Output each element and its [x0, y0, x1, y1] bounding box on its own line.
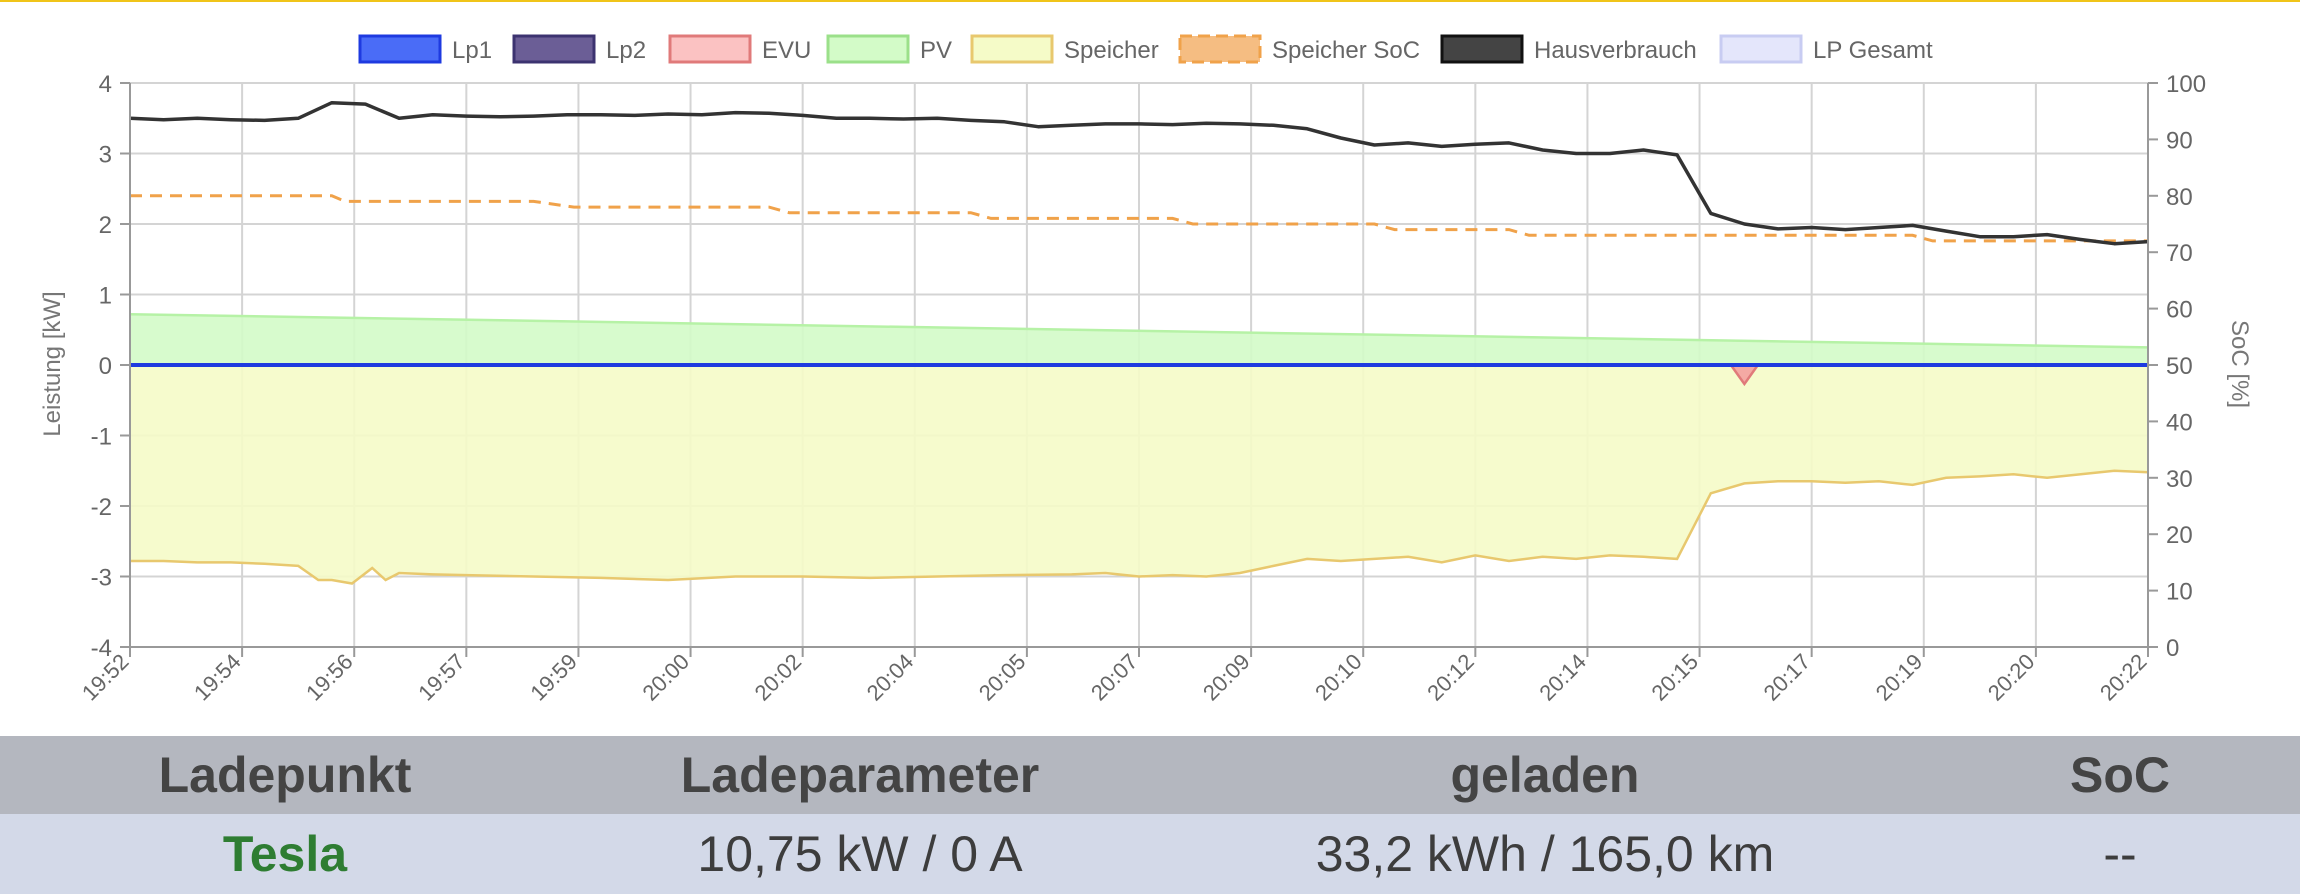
y-tick-label-right: 70: [2166, 240, 2193, 267]
speicher-area: [130, 365, 2148, 584]
y-tick-label-right: 90: [2166, 127, 2193, 154]
y-axis-label-left: Leistung [kW]: [39, 291, 66, 436]
legend-swatch: [970, 34, 1054, 64]
chart-axes: 19:52 19:54 19:56 19:57 19:59 20:00 20:02 20:04…: [77, 71, 2206, 705]
y-tick-label-right: 40: [2166, 409, 2193, 436]
charge-table: Ladepunkt Ladeparameter geladen SoC Tesl…: [0, 736, 2300, 894]
y-tick-label-right: 0: [2166, 635, 2179, 662]
y-tick-label-right: 10: [2166, 579, 2193, 606]
chart-areas: [129, 312, 2149, 585]
y-tick-label-left: -1: [91, 424, 112, 451]
x-tick-label: 20:07: [1086, 649, 1143, 706]
power-chart: Lp1 Lp2 EVU PV Speicher Speicher SoC Hausverbr…: [39, 34, 2253, 705]
x-tick-label: 20:04: [862, 649, 919, 706]
top-accent-line: [0, 0, 2300, 2]
x-tick-label: 20:19: [1871, 649, 1928, 706]
x-tick-label: 19:57: [413, 649, 470, 706]
vehicle-soc: --: [2103, 826, 2137, 882]
y-tick-label-left: 3: [99, 142, 112, 169]
legend-swatch: [1719, 34, 1803, 64]
y-tick-label-left: -2: [91, 494, 112, 521]
table-header-row: Ladepunkt Ladeparameter geladen SoC: [0, 736, 2300, 814]
x-tick-label: 20:17: [1759, 649, 1816, 706]
legend-label: Speicher: [1064, 37, 1159, 64]
legend-swatch: [358, 34, 442, 64]
legend-label: Speicher SoC: [1272, 37, 1420, 64]
y-tick-label-right: 80: [2166, 184, 2193, 211]
x-tick-label: 19:56: [301, 649, 358, 706]
header-geladen: geladen: [1450, 747, 1640, 803]
y-tick-label-left: 2: [99, 212, 112, 239]
evu-area: [130, 365, 2148, 384]
x-tick-label: 20:00: [637, 649, 694, 706]
x-tick-label: 20:10: [1310, 649, 1367, 706]
charge-parameters: 10,75 kW / 0 A: [697, 826, 1023, 882]
charged-energy: 33,2 kWh / 165,0 km: [1315, 826, 1775, 882]
legend-label: Hausverbrauch: [1534, 37, 1697, 64]
y-tick-label-right: 100: [2166, 71, 2206, 98]
pv-area: [130, 314, 2148, 365]
legend-label: PV: [920, 37, 952, 64]
chargepoint-name[interactable]: Tesla: [222, 826, 348, 882]
y-tick-label-left: -3: [91, 565, 112, 592]
x-tick-label: 19:59: [525, 649, 582, 706]
y-tick-label-left: 4: [99, 71, 112, 98]
y-tick-label-left: 1: [99, 283, 112, 310]
legend-swatch: [668, 34, 752, 64]
legend-swatch: [512, 34, 596, 64]
pv-edge: [129, 312, 2149, 349]
header-soc: SoC: [2070, 747, 2170, 803]
hausverbrauch-line: [129, 100, 2149, 246]
legend-label: Lp2: [606, 37, 646, 64]
legend-swatch: [826, 34, 910, 64]
x-tick-label: 20:20: [1983, 649, 2040, 706]
table-row[interactable]: Tesla 10,75 kW / 0 A 33,2 kWh / 165,0 km…: [0, 814, 2300, 894]
x-tick-label: 20:12: [1422, 649, 1479, 706]
x-tick-label: 19:54: [189, 649, 246, 706]
legend-swatch: [1440, 34, 1524, 64]
legend-label: Lp1: [452, 37, 492, 64]
y-tick-label-right: 60: [2166, 297, 2193, 324]
x-tick-label: 20:02: [750, 649, 807, 706]
chart-lines: [129, 100, 2149, 367]
y-tick-label-left: 0: [99, 353, 112, 380]
y-axis-label-right: SoC [%]: [2226, 320, 2253, 408]
y-tick-label-left: -4: [91, 635, 112, 662]
speicher-soc-line: [130, 194, 2148, 243]
legend-label: LP Gesamt: [1813, 37, 1933, 64]
x-tick-label: 20:05: [974, 649, 1031, 706]
legend-swatch: [1178, 34, 1262, 64]
legend-label: EVU: [762, 37, 811, 64]
x-tick-label: 20:14: [1534, 649, 1591, 706]
x-tick-label: 20:22: [2095, 649, 2152, 706]
header-ladeparameter: Ladeparameter: [680, 747, 1040, 803]
y-tick-label-right: 30: [2166, 466, 2193, 493]
x-tick-label: 20:15: [1646, 649, 1703, 706]
y-tick-label-right: 20: [2166, 522, 2193, 549]
y-tick-label-right: 50: [2166, 353, 2193, 380]
x-tick-label: 20:09: [1198, 649, 1255, 706]
header-ladepunkt: Ladepunkt: [158, 747, 412, 803]
chart-legend: Lp1 Lp2 EVU PV Speicher Speicher SoC Hausverbr…: [358, 34, 1933, 64]
speicher-edge: [130, 469, 2149, 585]
